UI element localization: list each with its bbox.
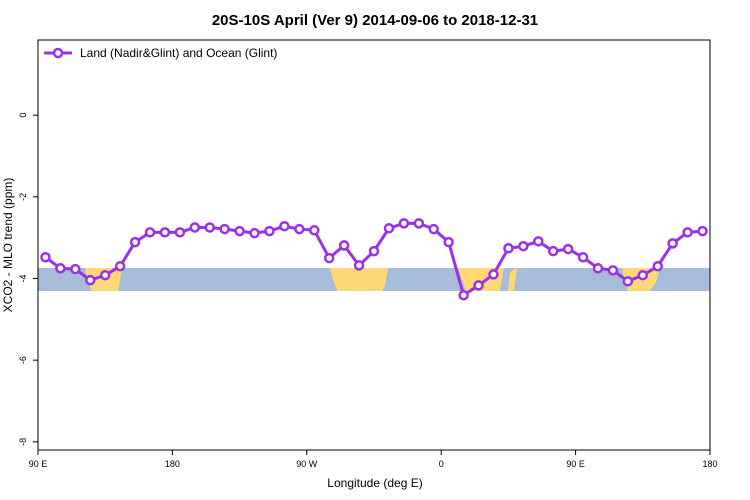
y-axis-label: XCO2 - MLO trend (ppm) (1, 178, 15, 313)
data-point (383, 223, 395, 234)
data-point (249, 227, 260, 239)
data-point (368, 245, 380, 257)
x-tick-label: 0 (439, 459, 444, 469)
data-point (533, 236, 544, 247)
data-point (234, 225, 245, 237)
data-point (159, 227, 171, 238)
data-point (398, 218, 410, 229)
data-point (562, 243, 574, 255)
data-point (428, 223, 439, 235)
data-point (473, 280, 484, 291)
x-tick-label: 90 E (566, 459, 585, 469)
data-point (114, 260, 126, 272)
y-tick-label: -4 (18, 274, 28, 282)
x-tick-label: 90 E (29, 459, 48, 469)
data-point (279, 220, 290, 232)
data-point (204, 222, 215, 233)
y-tick-label: -8 (18, 438, 28, 446)
y-tick-label: -2 (18, 193, 28, 201)
data-point (174, 227, 186, 238)
chart-title: 20S-10S April (Ver 9) 2014-09-06 to 2018… (212, 12, 538, 29)
x-tick-label: 180 (702, 459, 717, 469)
data-point (637, 269, 649, 281)
legend-marker (52, 47, 64, 59)
data-point (294, 223, 305, 235)
data-point (622, 276, 634, 287)
legend-label: Land (Nadir&Glint) and Ocean (Glint) (80, 46, 277, 60)
plot-frame (37, 39, 711, 451)
data-point (577, 252, 589, 263)
data-point (697, 225, 708, 237)
y-tick-label: 0 (18, 113, 28, 118)
data-point (70, 263, 81, 275)
data-point (607, 265, 619, 276)
data-point (144, 227, 156, 238)
data-point (518, 240, 529, 252)
data-point (323, 252, 335, 264)
data-point (547, 245, 559, 257)
data-point (682, 227, 693, 238)
data-point (309, 225, 320, 236)
data-point (219, 223, 230, 235)
data-point (338, 240, 350, 251)
data-point (353, 260, 365, 271)
x-tick-label: 90 W (296, 459, 318, 469)
data-point (413, 218, 425, 229)
data-point (592, 263, 604, 274)
data-point (55, 263, 66, 274)
data-point (99, 269, 111, 281)
data-point (85, 274, 96, 286)
data-point (443, 236, 454, 248)
data-point (488, 269, 499, 280)
x-tick-label: 180 (165, 459, 180, 469)
data-point (652, 260, 663, 272)
x-axis-label: Longitude (deg E) (327, 476, 422, 490)
data-point (129, 236, 141, 248)
data-point (40, 252, 51, 263)
data-point (503, 243, 514, 254)
data-point (264, 225, 275, 237)
data-point (667, 238, 678, 249)
data-point (458, 289, 469, 301)
data-point (189, 222, 201, 233)
y-tick-label: -6 (18, 356, 28, 364)
